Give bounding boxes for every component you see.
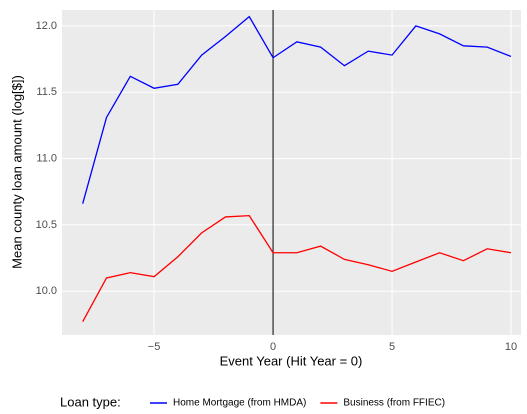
y-tick-label: 12.0 bbox=[36, 20, 57, 32]
x-axis-label: Event Year (Hit Year = 0) bbox=[220, 353, 363, 368]
x-tick-label: 5 bbox=[389, 341, 395, 353]
legend-label: Home Mortgage (from HMDA) bbox=[173, 398, 306, 409]
y-tick-label: 10.0 bbox=[36, 285, 57, 297]
plot-background bbox=[62, 10, 521, 335]
y-tick-label: 10.5 bbox=[36, 219, 57, 231]
series-line bbox=[82, 15, 512, 204]
series-line bbox=[82, 214, 512, 323]
y-tick-label: 11.5 bbox=[36, 86, 57, 98]
x-tick-label: 10 bbox=[505, 341, 517, 353]
y-axis-label: Mean county loan amount (log[$]) bbox=[9, 75, 24, 269]
y-tick-label: 11.0 bbox=[36, 152, 57, 164]
x-tick-label: 0 bbox=[270, 341, 276, 353]
legend-title: Loan type: bbox=[60, 394, 121, 409]
x-tick-label: −5 bbox=[148, 341, 161, 353]
legend-label: Business (from FFIEC) bbox=[343, 398, 445, 409]
